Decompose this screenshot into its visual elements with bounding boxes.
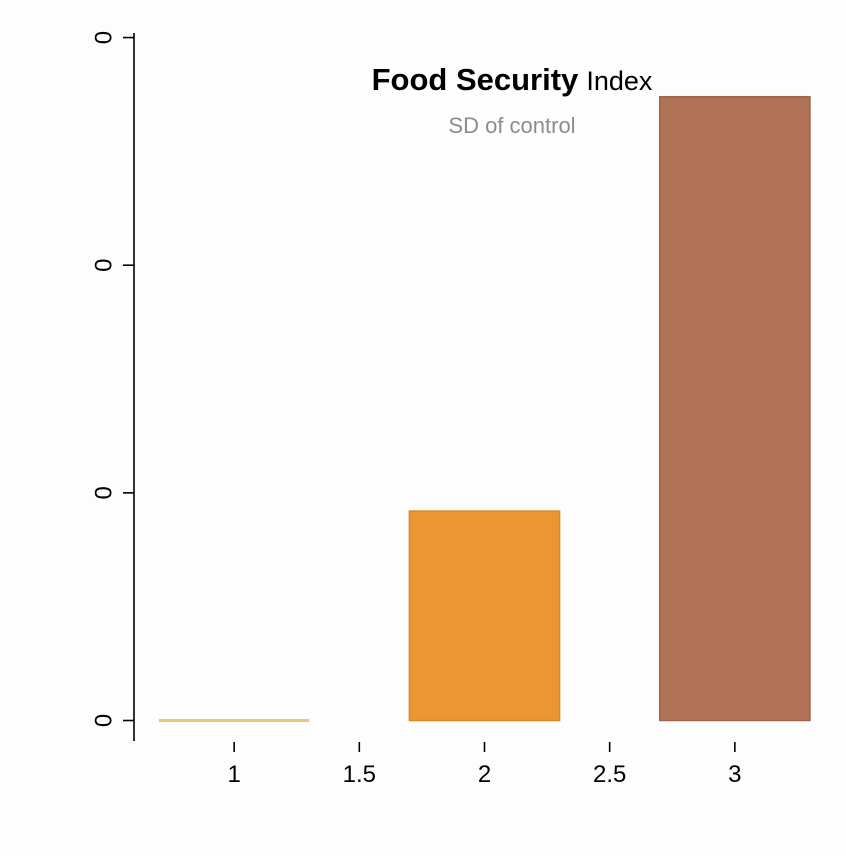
x-tick-label: 2.5 <box>593 761 626 788</box>
y-tick-label: 0 <box>91 486 118 499</box>
chart-subtitle: SD of control <box>448 113 575 138</box>
title-bold-part: Food Security <box>372 62 579 97</box>
x-tick-label: 1 <box>227 761 240 788</box>
axes-layer: 0 0 0 0 1 1.5 2 2.5 3 <box>91 31 742 788</box>
y-tick-label: 0 <box>91 259 118 272</box>
chart-title: Food Security Index SD of control <box>372 62 653 138</box>
title-regular-part: Index <box>586 66 653 96</box>
bar-2 <box>408 510 561 722</box>
bar-3 <box>658 95 811 722</box>
x-tick-label: 2 <box>478 761 491 788</box>
x-tick-label: 3 <box>728 761 741 788</box>
y-tick-label: 0 <box>91 714 118 727</box>
chart-title-text: Food Security Index <box>372 62 653 97</box>
x-tick-label: 1.5 <box>343 761 376 788</box>
y-tick-label: 0 <box>91 31 118 44</box>
bars-layer <box>159 95 811 723</box>
